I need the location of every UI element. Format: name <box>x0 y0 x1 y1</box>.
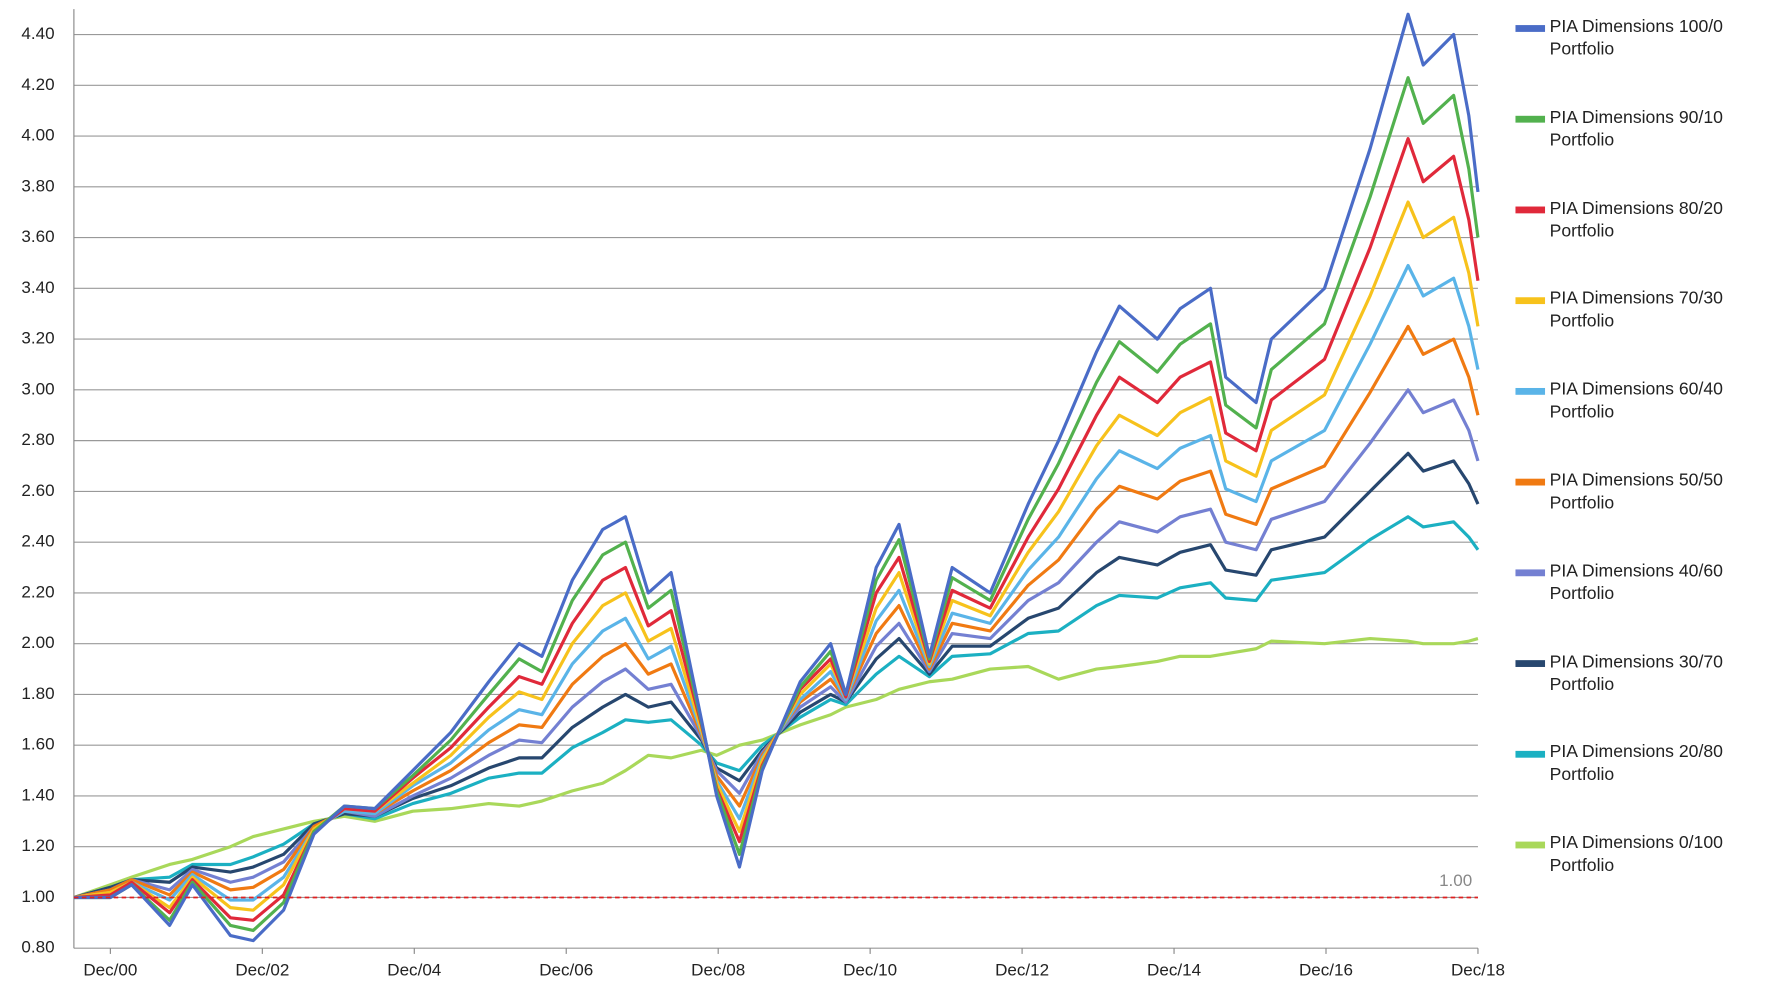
series-line <box>73 451 1480 900</box>
legend-label-box: PIA Dimensions 50/50 Portfolio <box>1549 470 1723 513</box>
legend-label: PIA Dimensions 90/10 Portfolio <box>1549 107 1723 150</box>
legend-swatch <box>1515 297 1546 305</box>
y-tick-label: 4.40 <box>21 24 54 43</box>
legend-label-box: PIA Dimensions 30/70 Portfolio <box>1549 652 1723 695</box>
legend-swatch <box>1515 841 1546 849</box>
y-tick-label: 3.20 <box>21 329 54 348</box>
x-tick-label: Dec/08 <box>691 960 745 979</box>
legend-label: PIA Dimensions 80/20 Portfolio <box>1549 198 1723 241</box>
legend-label-box: PIA Dimensions 90/10 Portfolio <box>1549 107 1723 150</box>
legend-label: PIA Dimensions 60/40 Portfolio <box>1549 380 1723 423</box>
y-tick-label: 2.00 <box>21 633 54 652</box>
legend-label-box: PIA Dimensions 0/100 Portfolio <box>1549 833 1723 876</box>
x-tick-label: Dec/04 <box>387 960 441 979</box>
x-tick-label: Dec/10 <box>843 960 897 979</box>
legend-label: PIA Dimensions 50/50 Portfolio <box>1549 470 1723 513</box>
y-tick-label: 2.40 <box>21 532 54 551</box>
legend-label-box: PIA Dimensions 100/0 Portfolio <box>1549 17 1723 60</box>
legend-swatch <box>1515 660 1546 667</box>
y-tick-label: 3.40 <box>21 278 54 297</box>
legend-swatch <box>1515 750 1546 758</box>
legend-label-box: PIA Dimensions 60/40 Portfolio <box>1549 380 1723 423</box>
legend-label: PIA Dimensions 30/70 Portfolio <box>1549 652 1723 695</box>
legend-swatch <box>1515 115 1546 123</box>
legend-label: PIA Dimensions 20/80 Portfolio <box>1549 742 1723 785</box>
grid-layer: 0.80 1.00 1.20 1.40 1.60 1.80 2.00 2.20 2.40 2.60… <box>21 24 1505 979</box>
legend-label: PIA Dimensions 70/30 Portfolio <box>1549 289 1723 332</box>
y-tick-label: 3.60 <box>21 227 54 246</box>
y-tick-label: 1.20 <box>21 836 54 855</box>
legend-label: PIA Dimensions 0/100 Portfolio <box>1549 833 1723 876</box>
y-tick-label: 2.80 <box>21 430 54 449</box>
legend-label-box: PIA Dimensions 80/20 Portfolio <box>1549 198 1723 241</box>
x-tick-label: Dec/14 <box>1147 960 1201 979</box>
y-tick-label: 2.60 <box>21 481 54 500</box>
x-tick-label: Dec/00 <box>83 960 137 979</box>
legend-swatch <box>1515 387 1546 395</box>
y-tick-label: 3.00 <box>21 379 54 398</box>
legend-swatch <box>1515 478 1546 486</box>
x-tick-label: Dec/16 <box>1299 960 1353 979</box>
legend-swatch <box>1515 206 1546 214</box>
y-tick-label: 2.20 <box>21 582 54 601</box>
reference-label: 1.00 <box>1439 871 1472 890</box>
y-tick-label: 1.40 <box>21 785 54 804</box>
legend-swatch <box>1515 569 1546 577</box>
x-tick-label: Dec/02 <box>235 960 289 979</box>
x-tick-label: Dec/12 <box>995 960 1049 979</box>
legend-label: PIA Dimensions 40/60 Portfolio <box>1549 561 1723 604</box>
legend-label-box: PIA Dimensions 70/30 Portfolio <box>1549 289 1723 332</box>
legend-label: PIA Dimensions 100/0 Portfolio <box>1549 17 1723 60</box>
y-tick-label: 4.00 <box>21 126 54 145</box>
y-tick-label: 0.80 <box>21 938 54 957</box>
legend-label-box: PIA Dimensions 40/60 Portfolio <box>1549 561 1723 604</box>
series-line <box>73 515 1480 900</box>
x-tick-label: Dec/06 <box>539 960 593 979</box>
legend: PIA Dimensions 100/0 Portfolio PIA Dimens… <box>1515 17 1723 876</box>
y-tick-label: 3.80 <box>21 176 54 195</box>
legend-label-box: PIA Dimensions 20/80 Portfolio <box>1549 742 1723 785</box>
y-tick-label: 4.20 <box>21 75 54 94</box>
series-line <box>73 76 1480 933</box>
y-tick-label: 1.00 <box>21 887 54 906</box>
y-tick-label: 1.60 <box>21 735 54 754</box>
lines-layer: 1.00 <box>73 12 1480 943</box>
x-tick-label: Dec/18 <box>1451 960 1505 979</box>
y-tick-label: 1.80 <box>21 684 54 703</box>
series-line <box>73 12 1480 943</box>
legend-swatch <box>1515 25 1546 32</box>
